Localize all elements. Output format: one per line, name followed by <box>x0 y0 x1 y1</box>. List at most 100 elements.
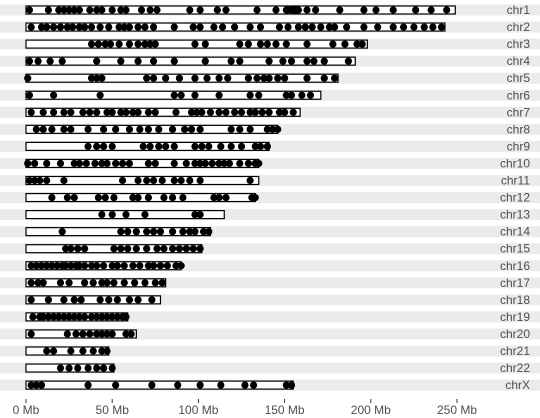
feature-point-chrX-5 <box>148 381 156 389</box>
feature-point-chr2-14 <box>125 23 134 31</box>
band-chr17 <box>0 277 540 289</box>
feature-point-chr3-4 <box>115 40 123 48</box>
feature-point-chr8-5 <box>84 125 92 133</box>
feature-point-chr10-16 <box>182 159 190 168</box>
feature-point-chr5-16 <box>274 74 282 82</box>
feature-point-chr4-10 <box>227 57 235 65</box>
feature-point-chr7-7 <box>93 108 101 116</box>
feature-point-chr7-8 <box>103 108 111 116</box>
feature-point-chr12-13 <box>215 193 223 202</box>
band-chr12 <box>0 192 540 204</box>
feature-point-chr17-5 <box>81 279 89 287</box>
feature-point-chr4-5 <box>117 57 125 65</box>
feature-point-chr8-7 <box>112 125 120 133</box>
feature-point-chr11-8 <box>149 176 158 185</box>
feature-point-chr5-1 <box>87 74 96 82</box>
feature-point-chr14-1 <box>117 228 125 236</box>
chromosome-bar-chr7 <box>25 107 301 117</box>
feature-point-chr15-7 <box>132 245 140 253</box>
feature-point-chr5-13 <box>253 74 261 82</box>
feature-point-chr17-2 <box>39 279 47 287</box>
feature-point-chr7-9 <box>108 108 116 116</box>
chromosome-label-chr4: chr4 <box>507 54 531 68</box>
feature-point-chr4-18 <box>344 57 352 65</box>
feature-point-chr2-29 <box>301 23 309 31</box>
feature-point-chr16-16 <box>113 262 121 270</box>
feature-point-chr17-4 <box>65 279 73 287</box>
feature-point-chr18-7 <box>113 296 121 304</box>
feature-point-chr7-4 <box>67 108 75 116</box>
feature-point-chr10-20 <box>208 159 216 168</box>
feature-point-chr5-20 <box>330 74 339 82</box>
feature-point-chr7-11 <box>122 108 130 116</box>
feature-point-chr19-11 <box>87 313 96 321</box>
feature-point-chr4-7 <box>149 57 158 65</box>
feature-point-chr15-8 <box>143 245 151 253</box>
feature-point-chr1-0 <box>25 6 34 14</box>
feature-point-chr2-8 <box>81 23 89 31</box>
feature-point-chr17-11 <box>131 279 139 287</box>
feature-point-chr3-22 <box>358 40 366 48</box>
feature-point-chr12-2 <box>70 193 78 202</box>
chromosome-label-chr14: chr14 <box>500 225 530 239</box>
feature-point-chr20-6 <box>98 330 106 338</box>
feature-point-chr1-6 <box>75 6 84 14</box>
chromosome-label-chr5: chr5 <box>507 71 531 85</box>
feature-point-chr22-2 <box>74 364 82 372</box>
feature-point-chr2-20 <box>196 23 204 31</box>
band-chr15 <box>0 243 540 255</box>
feature-point-chr2-17 <box>149 23 158 31</box>
feature-point-chr6-9 <box>282 91 290 99</box>
feature-point-chr16-18 <box>129 262 137 270</box>
feature-point-chr7-0 <box>27 108 35 116</box>
feature-point-chr18-6 <box>105 296 113 304</box>
feature-point-chr5-19 <box>320 74 328 82</box>
band-chr22 <box>0 362 540 374</box>
feature-point-chr12-3 <box>94 193 103 202</box>
feature-point-chr1-12 <box>122 6 130 14</box>
feature-point-chrX-4 <box>112 381 120 389</box>
feature-point-chr3-11 <box>201 40 209 48</box>
feature-point-chr2-1 <box>37 23 46 31</box>
feature-point-chr1-30 <box>312 6 320 14</box>
chromosome-label-chr8: chr8 <box>507 122 531 136</box>
feature-point-chr1-19 <box>222 6 230 14</box>
x-tick-label: 0 Mb <box>13 403 40 417</box>
feature-point-chr11-3 <box>43 176 51 185</box>
feature-point-chr9-4 <box>139 142 147 150</box>
band-chr18 <box>0 294 540 306</box>
feature-point-chr7-25 <box>246 108 254 116</box>
feature-point-chr7-19 <box>198 108 206 116</box>
feature-point-chrX-7 <box>196 381 204 389</box>
feature-point-chr12-4 <box>101 193 109 202</box>
chromosome-label-chr3: chr3 <box>507 37 531 51</box>
feature-point-chr21-3 <box>79 347 87 355</box>
feature-point-chr8-13 <box>181 125 189 133</box>
feature-point-chrX-8 <box>217 381 225 389</box>
feature-point-chr7-20 <box>206 108 215 116</box>
feature-point-chr2-42 <box>437 23 446 31</box>
feature-point-chr12-9 <box>160 193 168 202</box>
feature-point-chr6-1 <box>49 91 58 99</box>
feature-point-chr1-36 <box>427 6 435 14</box>
feature-point-chrX-6 <box>174 381 182 389</box>
band-chr14 <box>0 226 540 238</box>
feature-point-chr1-28 <box>294 6 302 14</box>
feature-point-chr9-12 <box>217 142 225 150</box>
feature-point-chr2-19 <box>189 23 197 31</box>
feature-point-chr16-0 <box>27 262 35 270</box>
feature-point-chrX-2 <box>37 381 46 389</box>
chromosome-label-chr17: chr17 <box>500 276 530 290</box>
feature-point-chr14-10 <box>191 228 199 236</box>
feature-point-chrX-12 <box>287 381 296 389</box>
feature-point-chr12-16 <box>251 193 259 202</box>
feature-point-chr3-6 <box>134 40 142 48</box>
feature-point-chr5-9 <box>203 74 211 82</box>
feature-point-chr20-5 <box>93 330 101 338</box>
feature-point-chr5-8 <box>191 74 199 82</box>
feature-point-chr18-9 <box>134 296 142 304</box>
feature-point-chr19-13 <box>98 313 106 321</box>
feature-point-chr7-24 <box>237 108 246 116</box>
feature-point-chr11-7 <box>143 176 151 185</box>
feature-point-chr4-14 <box>287 57 296 65</box>
